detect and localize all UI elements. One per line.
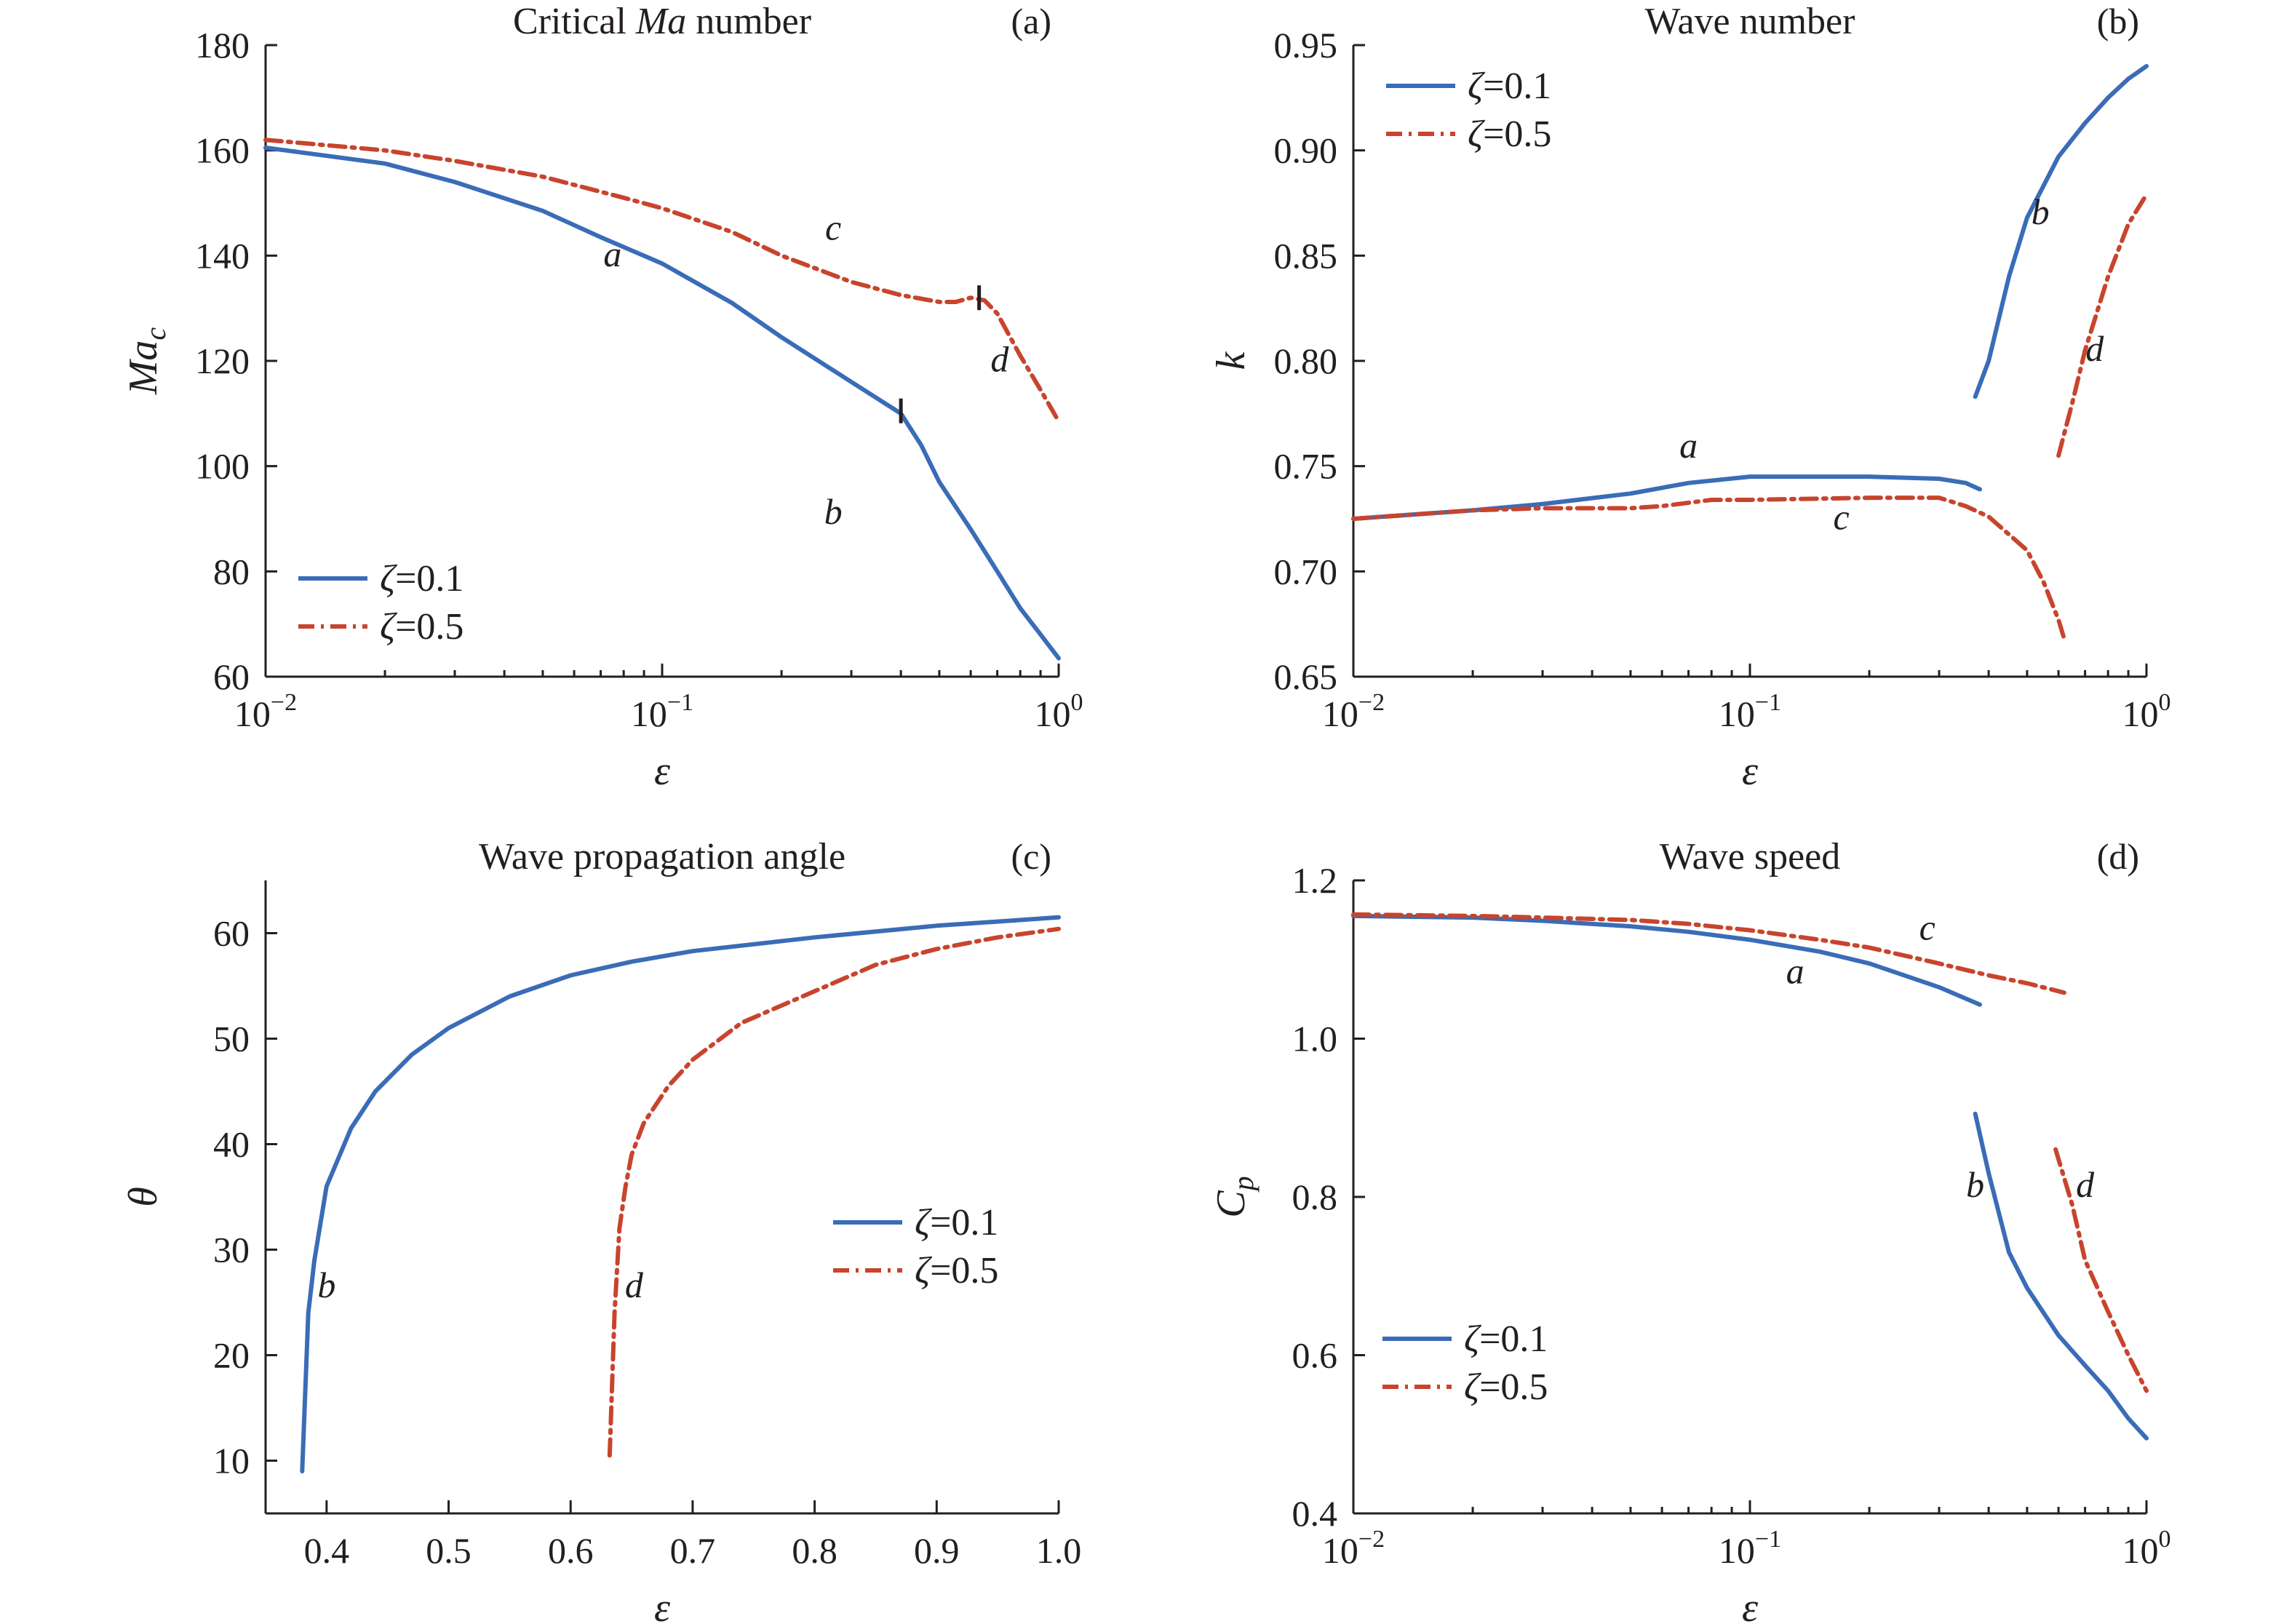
series-line-zeta-0-5 (2053, 1147, 2149, 1393)
y-axis-label: Cp (1209, 1176, 1260, 1217)
y-tick-label: 0.95 (1274, 25, 1338, 65)
x-tick-label: 100 (1035, 689, 1083, 734)
y-tick-label: 1.0 (1292, 1019, 1338, 1059)
x-axis-label: ε (654, 749, 671, 794)
y-tick-label: 0.70 (1274, 551, 1338, 592)
legend-label: ζ=0.1 (380, 558, 463, 600)
curve-label-b: b (824, 491, 843, 532)
x-tick-label: 0.9 (914, 1530, 960, 1571)
y-tick-label: 40 (213, 1124, 250, 1165)
x-axis-label: ε (654, 1585, 671, 1624)
curve-label-c: c (825, 207, 841, 248)
legend-label: ζ=0.5 (380, 606, 463, 648)
series-line-zeta-0-1 (1973, 63, 2149, 399)
legend-label: ζ=0.1 (1468, 65, 1551, 107)
legend-label: ζ=0.1 (1464, 1318, 1548, 1360)
y-tick-label: 60 (213, 656, 250, 697)
series-line-zeta-0-1 (1351, 474, 1982, 521)
y-tick-label: 0.75 (1274, 446, 1338, 487)
x-tick-label: 10−1 (631, 689, 693, 734)
curve-label-d: d (2076, 1164, 2095, 1205)
curve-label-c: c (1833, 496, 1849, 537)
curve-label-b: b (317, 1265, 335, 1305)
legend-label: ζ=0.1 (915, 1202, 998, 1243)
chart-title: Wave speed (1660, 836, 1840, 877)
curve-label-d: d (2085, 328, 2104, 369)
series-line-zeta-0-5 (263, 138, 1061, 424)
x-tick-label: 0.8 (792, 1530, 837, 1571)
panel-a: 60 80 100 120 140 160 180 10−2 10−1 100 Critical M… (121, 1, 1083, 794)
y-tick-label: 10 (213, 1441, 250, 1481)
y-tick-label: 0.65 (1274, 656, 1338, 697)
y-tick-label: 60 (213, 913, 250, 954)
legend-label: ζ=0.5 (915, 1250, 998, 1291)
x-tick-label: 100 (2122, 689, 2171, 734)
series-line-zeta-0-5 (607, 926, 1061, 1458)
x-tick-label: 1.0 (1036, 1530, 1082, 1571)
y-tick-label: 140 (195, 235, 250, 276)
curve-label-a: a (1786, 950, 1804, 991)
x-axis-label: ε (1742, 749, 1759, 794)
curve-label-a: a (603, 234, 621, 274)
y-tick-label: 120 (195, 341, 250, 381)
y-tick-label: 0.80 (1274, 341, 1338, 381)
panel-tag: (c) (1011, 836, 1052, 877)
y-tick-label: 0.90 (1274, 130, 1338, 171)
series-line-zeta-0-5 (2056, 192, 2149, 458)
y-axis-label: Mac (121, 327, 172, 396)
panel-tag: (d) (2097, 836, 2139, 877)
x-tick-label: 100 (2122, 1526, 2171, 1571)
x-tick-label: 10−2 (1322, 1526, 1385, 1571)
chart-title: Wave number (1645, 1, 1855, 42)
y-tick-label: 0.6 (1292, 1335, 1338, 1376)
curve-label-a: a (1679, 425, 1698, 466)
y-tick-label: 1.2 (1292, 860, 1338, 901)
series-line-zeta-0-1 (1351, 913, 1982, 1007)
series-line-zeta-0-1 (1973, 1111, 2149, 1441)
y-tick-label: 100 (195, 446, 250, 487)
x-tick-label: 10−2 (234, 689, 297, 734)
y-tick-label: 50 (213, 1019, 250, 1059)
curve-label-d: d (990, 338, 1009, 379)
x-tick-label: 10−1 (1719, 689, 1781, 734)
panel-tag: (b) (2097, 1, 2139, 41)
y-tick-label: 180 (195, 25, 250, 65)
panel-tag: (a) (1011, 1, 1052, 41)
curve-label-b: b (1966, 1164, 1984, 1205)
y-tick-label: 30 (213, 1230, 250, 1270)
y-tick-label: 80 (213, 551, 250, 592)
x-tick-label: 0.5 (426, 1530, 471, 1571)
y-axis-label: θ (121, 1187, 166, 1207)
curve-label-b: b (2032, 191, 2050, 232)
series-line-zeta-0-5 (1351, 495, 2066, 641)
panel-d: 0.4 0.6 0.8 1.0 1.2 10−2 10−1 100 Wave speed (d) ε… (1209, 836, 2171, 1624)
panel-c: 10 20 30 40 50 60 0.4 0.5 0.6 0.7 0.8 0.9 1.0 Wave pr… (121, 836, 1081, 1624)
curve-label-c: c (1919, 907, 1935, 948)
curve-label-d: d (625, 1265, 644, 1305)
y-tick-label: 20 (213, 1335, 250, 1376)
series-line-zeta-0-1 (300, 915, 1061, 1473)
x-tick-label: 0.7 (670, 1530, 716, 1571)
y-axis-label: k (1209, 351, 1254, 370)
y-tick-label: 0.85 (1274, 235, 1338, 276)
panel-b: 0.65 0.70 0.75 0.80 0.85 0.90 0.95 10−2 10−1 100 W… (1209, 1, 2171, 794)
x-tick-label: 10−1 (1719, 1526, 1781, 1571)
chart-title: Wave propagation angle (479, 836, 845, 877)
legend-label: ζ=0.5 (1468, 114, 1551, 155)
x-axis-label: ε (1742, 1585, 1759, 1624)
y-tick-label: 160 (195, 130, 250, 171)
x-tick-label: 10−2 (1322, 689, 1385, 734)
y-tick-label: 0.4 (1292, 1493, 1338, 1534)
series-line-zeta-0-5 (1351, 912, 2066, 995)
x-tick-label: 0.4 (304, 1530, 350, 1571)
y-tick-label: 0.8 (1292, 1177, 1338, 1217)
chart-title: Critical Ma number (513, 1, 811, 42)
legend-label: ζ=0.5 (1464, 1366, 1548, 1408)
series-line-zeta-0-1 (263, 146, 1061, 661)
x-tick-label: 0.6 (548, 1530, 594, 1571)
